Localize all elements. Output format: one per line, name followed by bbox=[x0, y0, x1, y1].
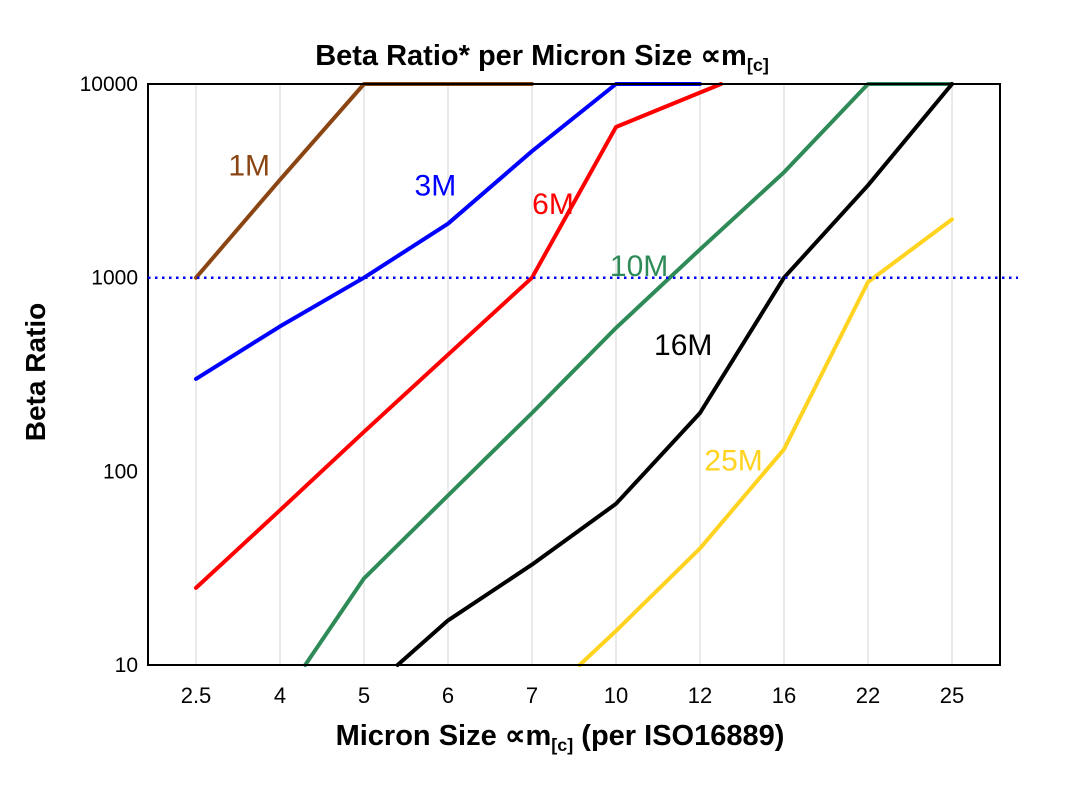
y-tick-label-10000: 10000 bbox=[80, 73, 138, 96]
series-label-10M: 10M bbox=[610, 250, 668, 283]
chart-title: Beta Ratio* per Micron Size ∝m[c] bbox=[0, 38, 1084, 76]
x-tick-label-12: 12 bbox=[688, 683, 712, 708]
series-line-25M bbox=[577, 217, 954, 667]
x-axis-title-suffix: (per ISO16889) bbox=[573, 720, 785, 752]
x-axis-title-subscript: [c] bbox=[551, 734, 574, 755]
plot-border bbox=[147, 83, 1001, 666]
series-label-25M: 25M bbox=[704, 444, 762, 477]
x-tick-label-7: 7 bbox=[526, 683, 538, 708]
chart-title-text: Beta Ratio* per Micron Size ∝m bbox=[315, 40, 747, 72]
x-tick-label-6: 6 bbox=[442, 683, 454, 708]
y-tick-label-1000: 1000 bbox=[91, 267, 138, 290]
chart-title-subscript: [c] bbox=[746, 54, 769, 75]
y-tick-label-100: 100 bbox=[103, 460, 138, 483]
series-line-16M bbox=[395, 82, 954, 667]
x-tick-label-4: 4 bbox=[274, 683, 286, 708]
series-line-10M bbox=[303, 82, 954, 667]
x-tick-label-16: 16 bbox=[772, 683, 796, 708]
series-label-16M: 16M bbox=[654, 329, 712, 362]
series-line-6M bbox=[194, 82, 723, 590]
x-tick-label-22: 22 bbox=[856, 683, 880, 708]
x-tick-label-5: 5 bbox=[358, 683, 370, 708]
x-tick-label-10: 10 bbox=[604, 683, 628, 708]
x-tick-label-2.5: 2.5 bbox=[181, 683, 212, 708]
y-tick-label-10: 10 bbox=[115, 654, 138, 677]
series-label-3M: 3M bbox=[415, 169, 457, 202]
series-label-6M: 6M bbox=[532, 188, 574, 221]
y-axis-title-text: Beta Ratio bbox=[20, 302, 51, 442]
x-axis-title-text: Micron Size ∝m bbox=[335, 720, 552, 752]
y-axis-title: Beta Ratio bbox=[20, 303, 52, 441]
series-label-1M: 1M bbox=[228, 149, 270, 182]
x-axis-title: Micron Size ∝m[c] (per ISO16889) bbox=[110, 718, 1010, 756]
x-tick-label-25: 25 bbox=[940, 683, 964, 708]
